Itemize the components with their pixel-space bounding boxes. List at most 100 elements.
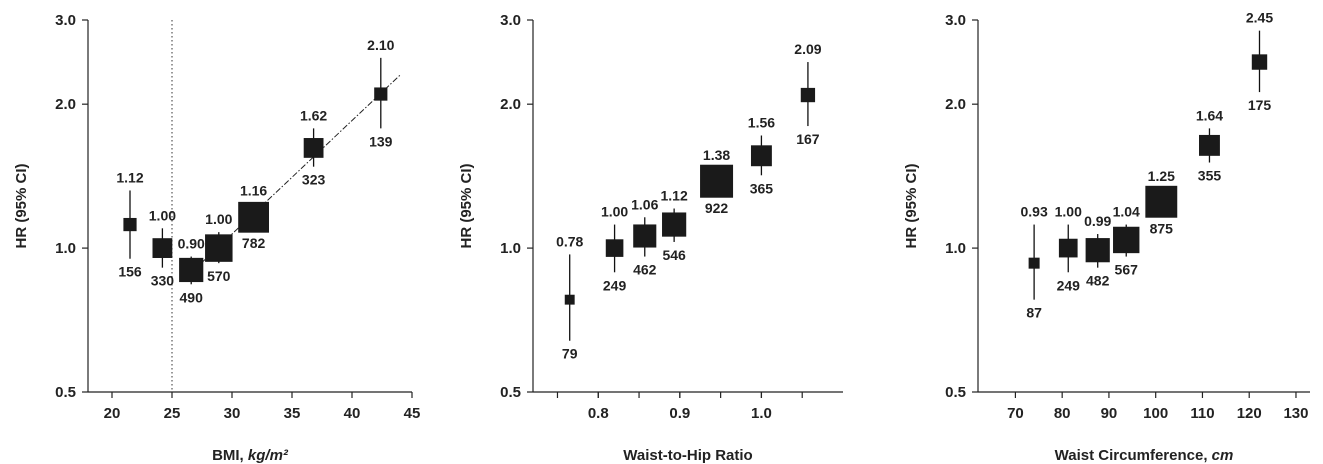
x-tick-label: 25 (164, 405, 181, 422)
panel-3: 3.0 2.0 1.0 0.5 70 80 90 100 110 120 130 HR (95% CI… (903, 10, 1310, 464)
n-label: 782 (242, 235, 266, 251)
x-tick-label: 100 (1143, 405, 1168, 422)
x-axis-title-main: Waist-to-Hip Ratio (623, 447, 752, 464)
y-tick-label: 1.0 (55, 240, 76, 257)
y-tick-label: 0.5 (500, 384, 521, 401)
hr-label: 2.09 (794, 41, 821, 57)
y-tick-label: 3.0 (945, 12, 966, 29)
y-tick-label: 2.0 (55, 96, 76, 113)
n-label: 355 (1198, 168, 1222, 184)
x-tick-label: 70 (1007, 405, 1024, 422)
x-axis-title: Waist Circumference, cm (1055, 447, 1234, 464)
x-axis-title-main: Waist Circumference, (1055, 447, 1212, 464)
hr-marker (1145, 185, 1178, 218)
n-label: 249 (1057, 277, 1081, 293)
hr-marker (205, 234, 233, 262)
hr-label: 0.78 (556, 233, 583, 249)
y-tick-label: 3.0 (500, 12, 521, 29)
y-tick-label: 0.5 (945, 384, 966, 401)
hr-marker (1085, 238, 1110, 263)
hr-marker (662, 212, 687, 237)
y-tick-label: 2.0 (945, 96, 966, 113)
hr-marker (303, 138, 324, 158)
hr-marker (700, 164, 734, 198)
hr-label: 1.12 (661, 188, 688, 204)
hr-label: 2.45 (1246, 10, 1273, 26)
y-tick-label: 1.0 (945, 240, 966, 257)
n-label: 79 (562, 346, 578, 362)
hr-label: 1.06 (631, 196, 658, 212)
n-label: 490 (180, 289, 204, 305)
hr-marker (564, 294, 575, 305)
n-label: 323 (302, 172, 326, 188)
hr-label: 1.00 (205, 211, 232, 227)
x-tick-label: 130 (1283, 405, 1308, 422)
hr-label: 1.38 (703, 147, 730, 163)
hr-marker (1113, 226, 1140, 254)
hr-label: 1.64 (1196, 107, 1223, 123)
x-axis-title: BMI, kg/m² (212, 447, 289, 464)
hr-marker (1028, 257, 1040, 269)
hr-label: 1.56 (748, 114, 775, 130)
x-tick-label: 120 (1237, 405, 1262, 422)
y-axis-title: HR (95% CI) (903, 163, 920, 248)
hr-label: 1.04 (1113, 204, 1140, 220)
n-label: 330 (151, 273, 175, 289)
x-tick-label: 0.8 (588, 405, 609, 422)
x-tick-label: 30 (224, 405, 241, 422)
x-tick-label: 0.9 (669, 405, 690, 422)
n-label: 139 (369, 133, 393, 149)
n-label: 567 (1115, 262, 1139, 278)
n-label: 482 (1086, 273, 1110, 289)
x-tick-label: 80 (1054, 405, 1071, 422)
hr-marker (1058, 238, 1078, 258)
y-tick-label: 0.5 (55, 384, 76, 401)
hr-label: 1.25 (1148, 168, 1175, 184)
y-axis-title: HR (95% CI) (458, 163, 475, 248)
hr-label: 1.00 (601, 204, 628, 220)
y-tick-label: 3.0 (55, 12, 76, 29)
hr-marker (605, 239, 624, 257)
panel-2: 3.0 2.0 1.0 0.5 0.8 0.9 1.0 HR (95% CI) Waist-to… (458, 12, 843, 464)
x-axis-title: Waist-to-Hip Ratio (623, 447, 752, 464)
x-tick-label: 35 (284, 405, 301, 422)
hr-marker (179, 257, 204, 283)
hr-marker (750, 145, 772, 167)
hr-label: 0.93 (1020, 204, 1047, 220)
hr-label: 1.12 (116, 169, 143, 185)
hr-label: 1.00 (1055, 204, 1082, 220)
n-label: 249 (603, 277, 627, 293)
n-label: 546 (662, 247, 686, 263)
x-tick-label: 20 (104, 405, 121, 422)
x-tick-label: 110 (1190, 405, 1214, 422)
n-label: 87 (1026, 305, 1042, 321)
x-tick-label: 40 (344, 405, 361, 422)
x-tick-label: 1.0 (751, 405, 772, 422)
x-tick-label: 45 (404, 405, 421, 422)
hr-marker (238, 201, 269, 233)
hr-marker (1251, 54, 1268, 70)
n-label: 462 (633, 262, 657, 278)
x-tick-label: 90 (1101, 405, 1118, 422)
hr-label: 1.16 (240, 182, 267, 198)
hr-label: 2.10 (367, 37, 394, 53)
y-axis-title: HR (95% CI) (13, 163, 30, 248)
y-tick-label: 1.0 (500, 240, 521, 257)
n-label: 175 (1248, 97, 1272, 113)
hr-label: 1.62 (300, 107, 327, 123)
y-tick-label: 2.0 (500, 96, 521, 113)
n-label: 365 (750, 180, 774, 196)
hr-marker (374, 87, 388, 101)
hr-marker (123, 217, 137, 232)
x-axis-title-main: BMI, (212, 447, 248, 464)
hr-label: 1.00 (149, 207, 176, 223)
x-axis-title-unit: cm (1212, 447, 1234, 464)
hr-marker (1199, 134, 1220, 156)
hr-label: 0.90 (178, 236, 205, 252)
n-label: 570 (207, 268, 231, 284)
panel-1: 3.0 2.0 1.0 0.5 20 25 30 35 40 45 HR (95% CI) BMI, … (13, 12, 420, 464)
hr-marker (800, 87, 816, 103)
hr-marker (152, 238, 173, 258)
x-axis-title-unit: kg/m² (248, 447, 289, 464)
n-label: 922 (705, 200, 729, 216)
